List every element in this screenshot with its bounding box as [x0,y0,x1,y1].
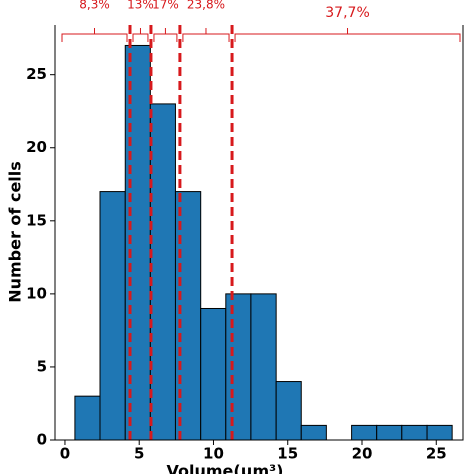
annotation: 37,7% [325,5,369,21]
x-tick-label: 25 [426,445,447,463]
annotation: 13% [127,0,154,12]
bar [401,424,428,441]
y-tick-label: 25 [26,65,47,83]
annotation: 17% [152,0,179,12]
x-tick-label: 15 [277,445,298,463]
bar [174,191,202,441]
bar [275,381,302,441]
y-tick-label: 5 [37,357,47,375]
x-tick-label: 5 [134,445,144,463]
x-axis-label: Volume(μm³) [167,462,284,474]
y-axis-label: Number of cells [6,161,25,303]
y-tick-label: 15 [26,211,47,229]
x-tick-label: 0 [60,445,70,463]
y-tick-label: 0 [37,431,47,449]
bracket [61,28,128,42]
x-tick-label: 20 [352,445,373,463]
bracket [182,28,230,42]
bar [351,424,378,441]
annotation: 8,3% [79,0,110,12]
annotation: 23,8% [187,0,225,12]
bar [376,424,403,441]
bar [200,307,227,441]
x-tick-label: 10 [203,445,224,463]
bracket [234,28,461,42]
bar [250,293,277,441]
bracket [153,28,178,42]
bar [149,103,176,441]
bar [99,191,126,441]
bar [225,293,252,441]
y-tick-label: 10 [26,284,47,302]
bracket [132,28,149,42]
bar [426,424,453,441]
bar [300,424,327,441]
bar [74,395,101,441]
y-tick-label: 20 [26,138,47,156]
axes-frame [54,25,464,441]
